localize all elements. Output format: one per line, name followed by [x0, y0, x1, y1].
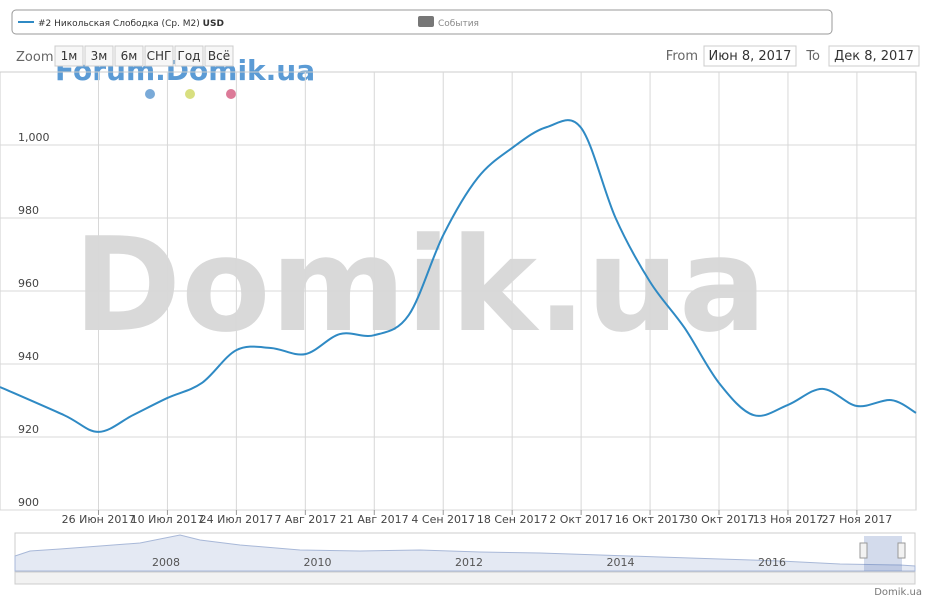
zoom-button-label[interactable]: Всё — [208, 49, 230, 63]
navigator-year: 2012 — [455, 556, 483, 569]
y-tick-label: 960 — [18, 277, 39, 290]
from-input[interactable] — [703, 45, 797, 67]
legend-series[interactable]: #2 Никольская Слободка (Ср. М2) — [38, 19, 200, 29]
zoom-button[interactable] — [174, 45, 204, 67]
x-tick-label: 27 Ноя 2017 — [822, 513, 893, 526]
x-tick-label: 16 Окт 2017 — [615, 513, 686, 526]
y-tick-label: 920 — [18, 423, 39, 436]
legend-symbol-events — [418, 16, 434, 27]
zoom-button[interactable] — [204, 45, 234, 67]
x-tick-label: 10 Июл 2017 — [131, 513, 205, 526]
y-tick-label: 900 — [18, 496, 39, 509]
x-tick-label: 13 Ноя 2017 — [753, 513, 824, 526]
scrollbar[interactable] — [14, 571, 916, 585]
x-tick-label: 7 Авг 2017 — [274, 513, 336, 526]
x-tick-label: 2 Окт 2017 — [549, 513, 613, 526]
y-tick-label: 980 — [18, 204, 39, 217]
dot — [226, 89, 236, 99]
x-tick-label: 4 Сен 2017 — [411, 513, 475, 526]
from-value[interactable]: Июн 8, 2017 — [709, 49, 792, 64]
zoom-button-label[interactable]: СНГ — [147, 49, 172, 63]
navigator-year: 2014 — [607, 556, 635, 569]
navigator-year: 2016 — [758, 556, 786, 569]
zoom-button[interactable] — [84, 45, 114, 67]
dot — [185, 89, 195, 99]
dot — [145, 89, 155, 99]
zoom-label: Zoom — [16, 50, 53, 65]
navigator-handle[interactable] — [859, 542, 868, 559]
navigator-area — [14, 534, 916, 572]
zoom-button[interactable] — [54, 45, 84, 67]
zoom-button[interactable] — [114, 45, 144, 67]
x-tick-label: 26 Июн 2017 — [62, 513, 136, 526]
x-tick-label: 30 Окт 2017 — [684, 513, 755, 526]
y-tick-label: 1,000 — [18, 131, 50, 144]
credit[interactable]: Domik.ua — [874, 587, 922, 598]
y-tick-label: 940 — [18, 350, 39, 363]
from-label: From — [666, 49, 698, 64]
zoom-buttons: 1м 3м 6м СНГ Год Всё — [54, 45, 234, 67]
zoom-button-label[interactable]: Год — [178, 49, 201, 63]
zoom-button-label[interactable]: 3м — [91, 49, 108, 63]
navigator-window[interactable] — [864, 536, 902, 571]
to-value[interactable]: Дек 8, 2017 — [834, 49, 914, 64]
zoom-button-label[interactable]: 6м — [121, 49, 138, 63]
to-input[interactable] — [828, 45, 920, 67]
legend-unit: USD — [203, 19, 224, 29]
watermark: Domik.ua — [73, 209, 766, 361]
legend-item[interactable]: #2 Никольская Слободка (Ср. М2) USD — [38, 19, 224, 29]
to-label: To — [805, 49, 820, 64]
navigator-year: 2008 — [152, 556, 180, 569]
zoom-button-label[interactable]: 1м — [61, 49, 78, 63]
series-line — [0, 119, 917, 433]
zoom-button[interactable] — [144, 45, 174, 67]
navigator-handle[interactable] — [897, 542, 906, 559]
navigator-year: 2010 — [304, 556, 332, 569]
x-tick-label: 24 Июл 2017 — [200, 513, 274, 526]
x-tick-label: 21 Авг 2017 — [340, 513, 409, 526]
legend-events[interactable]: События — [438, 19, 479, 29]
x-tick-label: 18 Сен 2017 — [477, 513, 548, 526]
